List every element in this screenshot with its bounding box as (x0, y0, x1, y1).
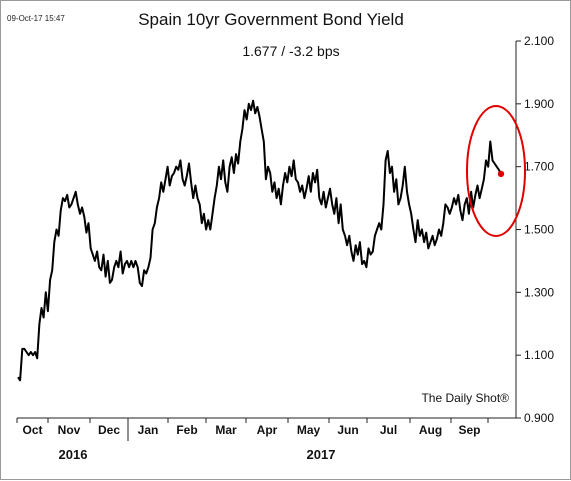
highlight-ellipse (466, 105, 526, 237)
x-tick-label: May (297, 423, 321, 437)
watermark: The Daily Shot® (421, 391, 509, 405)
x-tick-label: Apr (257, 423, 278, 437)
chart-title: Spain 10yr Government Bond Yield (138, 10, 404, 29)
x-tick-label: Nov (58, 423, 81, 437)
x-tick-label: Jan (138, 423, 159, 437)
x-tick-label: Oct (22, 423, 42, 437)
x-tick-label: Sep (458, 423, 480, 437)
y-tick-label: 1.900 (524, 97, 554, 111)
last-value-point (497, 170, 505, 178)
y-tick-label: 0.900 (524, 411, 554, 425)
x-tick-label: Jul (380, 423, 397, 437)
year-label: 2016 (59, 447, 88, 462)
x-tick-label: Mar (215, 423, 237, 437)
x-tick-label: Feb (176, 423, 197, 437)
year-label: 2017 (307, 447, 336, 462)
y-tick-label: 1.300 (524, 285, 554, 299)
axes: 2.100 1.900 1.700 1.500 1.300 1.100 0.900 Oct No… (16, 34, 554, 462)
chart-subtitle: 1.677 / -3.2 bps (242, 43, 339, 59)
series-layer (17, 99, 526, 382)
series-line (17, 99, 502, 382)
y-tick-label: 1.500 (524, 223, 554, 237)
x-tick-label: Aug (419, 423, 442, 437)
y-tick-label: 2.100 (524, 34, 554, 48)
x-tick-label: Jun (337, 423, 358, 437)
x-tick-label: Dec (98, 423, 120, 437)
y-tick-label: 1.700 (524, 160, 554, 174)
timestamp: 09-Oct-17 15:47 (7, 14, 65, 23)
y-tick-label: 1.100 (524, 348, 554, 362)
